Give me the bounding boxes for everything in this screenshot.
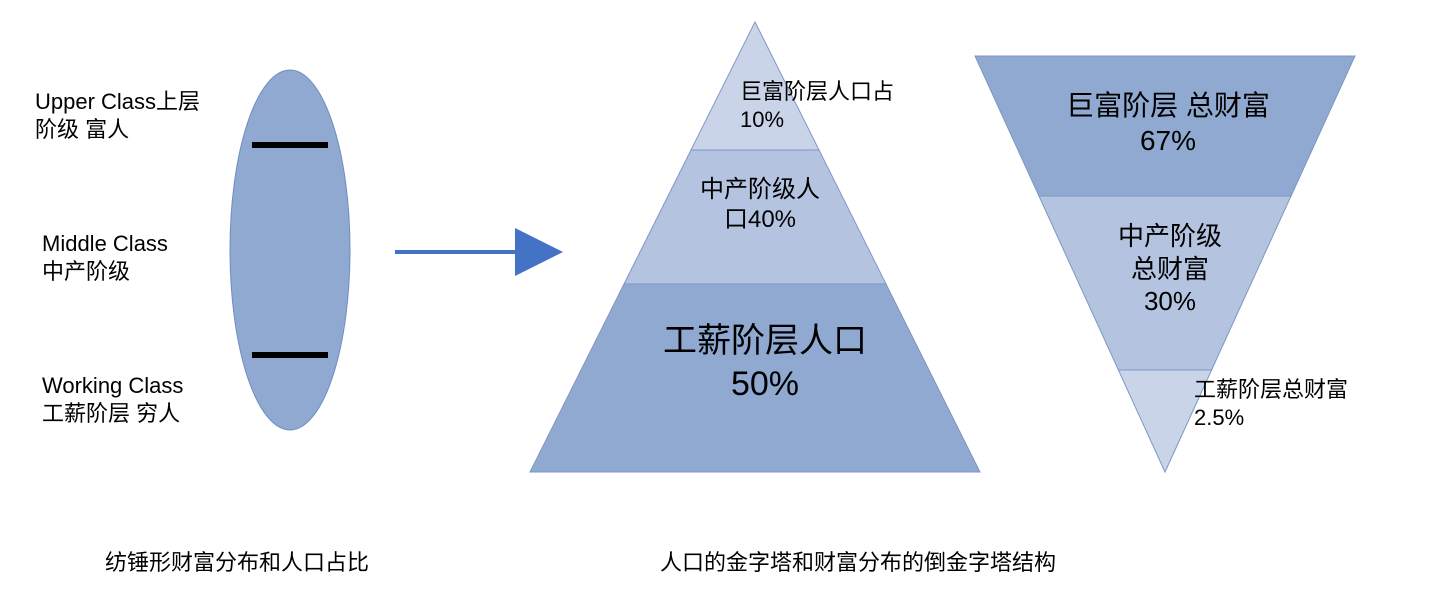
spindle-label-working-line2: 工薪阶层 穷人	[42, 400, 183, 428]
pyramid-down-label-mid: 中产阶级总财富30%	[1110, 220, 1230, 318]
spindle-label-working-line1: Working Class	[42, 372, 183, 400]
pyramid-down-label-top: 巨富阶层 总财富67%	[1048, 88, 1288, 158]
spindle-label-upper-line1: Upper Class上层	[35, 88, 200, 116]
spindle-label-middle-line2: 中产阶级	[42, 258, 168, 286]
spindle-label-upper-line2: 阶级 富人	[35, 116, 200, 144]
caption-left: 纺锤形财富分布和人口占比	[105, 545, 369, 577]
spindle-label-upper: Upper Class上层 阶级 富人	[35, 88, 200, 143]
pyramid-up-label-mid: 中产阶级人口40%	[700, 175, 820, 235]
spindle-label-middle: Middle Class 中产阶级	[42, 230, 168, 285]
spindle-label-working: Working Class 工薪阶层 穷人	[42, 372, 183, 427]
pyramid-up-label-top: 巨富阶层人口占10%	[740, 78, 920, 133]
caption-right: 人口的金字塔和财富分布的倒金字塔结构	[660, 545, 1056, 577]
pyramid-up-label-bot: 工薪阶层人口50%	[660, 320, 870, 405]
spindle-label-middle-line1: Middle Class	[42, 230, 168, 258]
pyramid-down-label-bot: 工薪阶层总财富 2.5%	[1194, 376, 1364, 431]
